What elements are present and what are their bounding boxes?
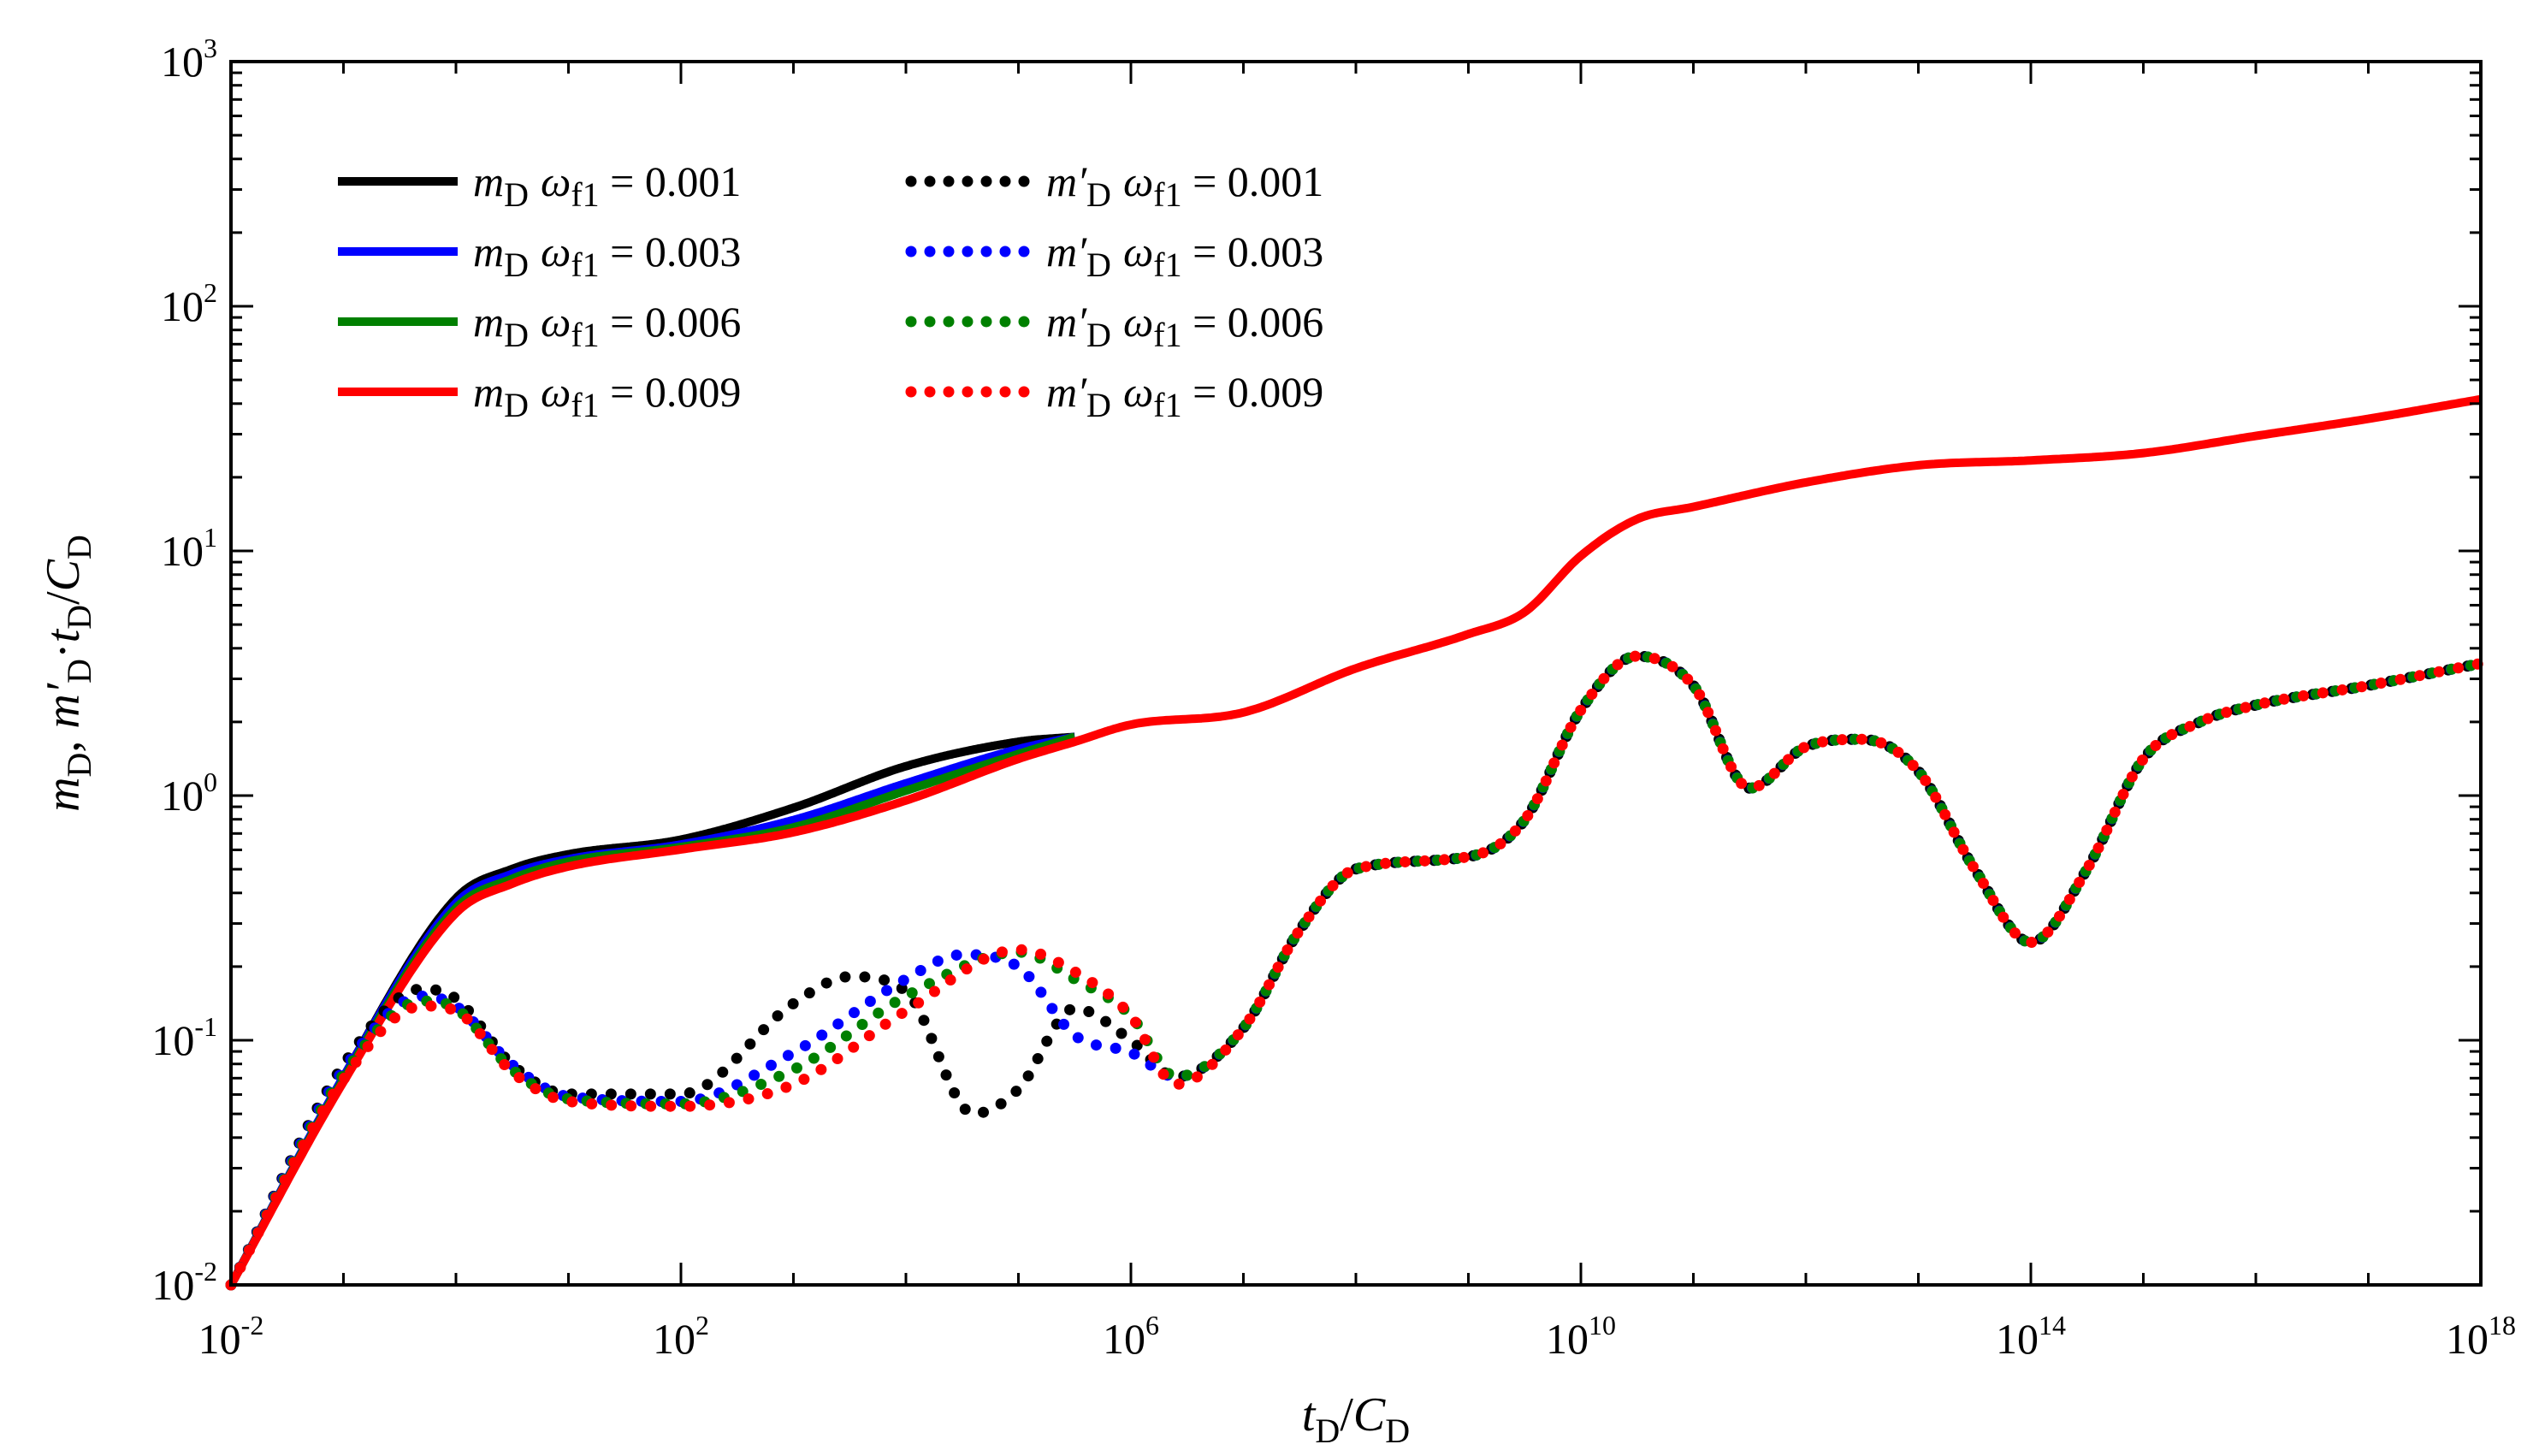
series-line-2 bbox=[227, 732, 1078, 1287]
series-line-3 bbox=[227, 732, 1078, 1287]
legend-label-2: mD ωf1 = 0.003 bbox=[473, 228, 741, 284]
y-tick-label: 100 bbox=[161, 766, 217, 820]
series-layer bbox=[225, 394, 2487, 1291]
y-tick-label: 10-1 bbox=[151, 1011, 217, 1064]
y-tick-label: 10-2 bbox=[151, 1256, 217, 1309]
series-line-6 bbox=[225, 650, 2487, 1291]
plot-frame bbox=[229, 60, 2483, 1287]
ticks-layer: 10-2 102 106 1010 1014 1018 10-2 10-1 100 101 102 1… bbox=[151, 33, 2516, 1363]
x-axis-title: tD/CD bbox=[1302, 1388, 1410, 1450]
y-axis-title: mD, m′D·tD/CD bbox=[37, 535, 98, 812]
y-tick-label: 102 bbox=[161, 277, 217, 330]
series-line-7 bbox=[225, 650, 2487, 1291]
legend-label-8: m′D ωf1 = 0.009 bbox=[1046, 368, 1323, 424]
y-tick-label: 103 bbox=[161, 33, 217, 86]
x-tick-label: 10-2 bbox=[198, 1310, 264, 1363]
x-tick-label: 1014 bbox=[1996, 1310, 2066, 1363]
y-tick-label: 101 bbox=[161, 522, 217, 575]
legend-label-1: mD ωf1 = 0.001 bbox=[473, 157, 741, 214]
series-line-5 bbox=[225, 650, 2487, 1291]
series-line-1 bbox=[227, 732, 1078, 1287]
x-tick-label: 1010 bbox=[1546, 1310, 1616, 1363]
x-tick-label: 1018 bbox=[2446, 1310, 2516, 1363]
legend-label-4: mD ωf1 = 0.009 bbox=[473, 368, 741, 424]
legend-label-3: mD ωf1 = 0.006 bbox=[473, 298, 741, 354]
series-line-8 bbox=[225, 650, 2487, 1291]
x-tick-label: 102 bbox=[653, 1310, 709, 1363]
legend-label-6: m′D ωf1 = 0.003 bbox=[1046, 228, 1323, 284]
legend-label-5: m′D ωf1 = 0.001 bbox=[1046, 157, 1323, 214]
legend: mD ωf1 = 0.001 mD ωf1 = 0.003 mD ωf1 = 0.006 m… bbox=[338, 157, 1323, 424]
legend-label-7: m′D ωf1 = 0.006 bbox=[1046, 298, 1323, 354]
x-tick-label: 106 bbox=[1103, 1310, 1159, 1363]
series-line-4 bbox=[227, 394, 2483, 1287]
